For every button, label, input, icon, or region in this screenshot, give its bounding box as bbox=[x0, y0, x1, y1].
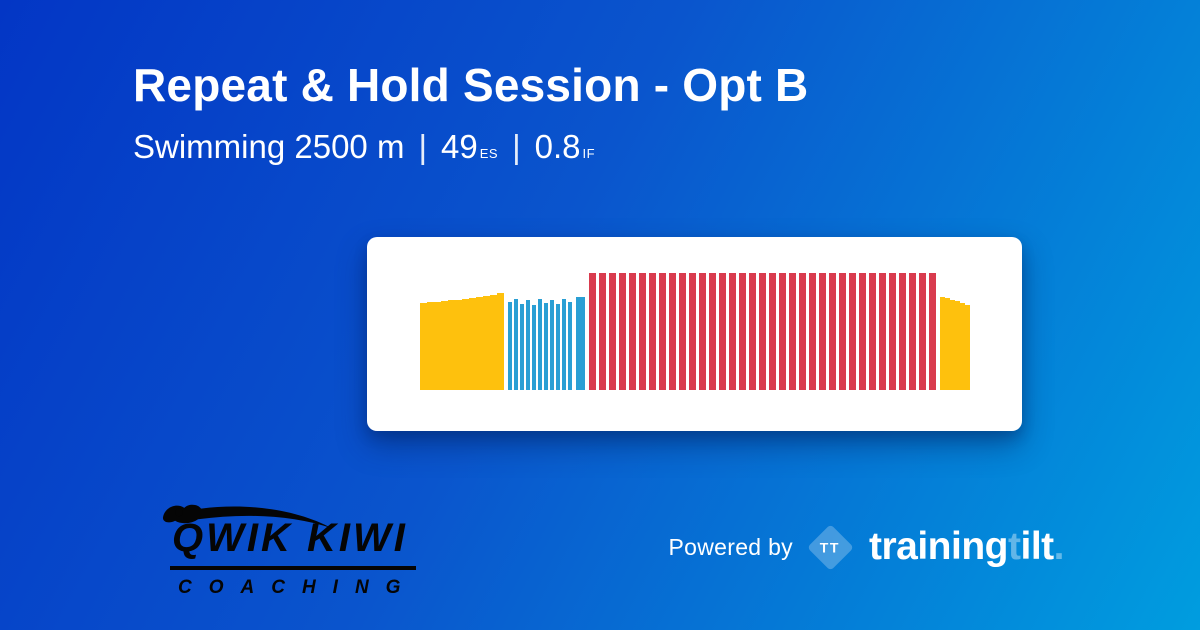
interval-bar bbox=[555, 304, 560, 390]
interval-bar bbox=[838, 273, 846, 390]
interval-bar bbox=[798, 273, 806, 390]
interval-bar bbox=[728, 273, 736, 390]
wordmark-part: training bbox=[868, 525, 1009, 568]
wordmark-part: ilt bbox=[1020, 525, 1054, 568]
interval-bar bbox=[858, 273, 866, 390]
chart-segment-warm-up bbox=[419, 293, 504, 390]
interval-bar bbox=[549, 300, 554, 390]
kiwi-swoosh-icon bbox=[162, 504, 333, 529]
interval-bar bbox=[928, 273, 936, 390]
interval-bar bbox=[658, 273, 666, 390]
interval-bar bbox=[964, 305, 970, 390]
interval-bar bbox=[575, 297, 585, 390]
interval-bar bbox=[708, 273, 716, 390]
effort-score-unit: ES bbox=[479, 146, 499, 161]
wordmark-part: . bbox=[1053, 525, 1065, 568]
chart-segment-main-set bbox=[588, 273, 936, 390]
effort-score-value: 49 bbox=[441, 128, 478, 165]
powered-by: Powered by TT trainingtilt. bbox=[668, 523, 1065, 571]
interval-bar bbox=[768, 273, 776, 390]
coach-logo: QWIK KIWI COACHING bbox=[162, 504, 418, 599]
intensity-factor-unit: IF bbox=[582, 146, 596, 161]
interval-bar bbox=[426, 302, 434, 390]
interval-bar bbox=[918, 273, 926, 390]
interval-bar bbox=[496, 293, 504, 390]
interval-bar bbox=[567, 302, 572, 390]
interval-bar bbox=[848, 273, 856, 390]
interval-bar bbox=[959, 303, 965, 390]
interval-bar bbox=[618, 273, 626, 390]
interval-bar bbox=[531, 305, 536, 390]
interval-bar bbox=[598, 273, 606, 390]
coach-brand-name: QWIK KIWI bbox=[170, 516, 416, 570]
interval-bar bbox=[475, 297, 483, 390]
interval-bar bbox=[543, 303, 548, 390]
intensity-factor-value: 0.8 bbox=[534, 128, 581, 165]
interval-bar bbox=[888, 273, 896, 390]
interval-bar bbox=[519, 304, 524, 390]
subtitle-separator: | bbox=[512, 128, 521, 165]
tt-monogram: TT bbox=[820, 538, 842, 555]
interval-bar bbox=[482, 296, 490, 390]
interval-bar bbox=[778, 273, 786, 390]
interval-bar bbox=[447, 300, 455, 390]
header: Repeat & Hold Session - Opt B Swimming 2… bbox=[133, 58, 808, 166]
interval-bar bbox=[939, 297, 945, 390]
interval-bar bbox=[868, 273, 876, 390]
interval-bar bbox=[507, 302, 512, 390]
powered-by-label: Powered by bbox=[668, 533, 793, 560]
interval-bar bbox=[748, 273, 756, 390]
interval-bar bbox=[638, 273, 646, 390]
interval-bar bbox=[718, 273, 726, 390]
interval-bar bbox=[433, 302, 441, 390]
interval-bar bbox=[898, 273, 906, 390]
interval-bar bbox=[668, 273, 676, 390]
workout-chart-card bbox=[367, 237, 1022, 431]
trainingtilt-diamond-icon: TT bbox=[807, 523, 855, 571]
interval-bar bbox=[588, 273, 596, 390]
interval-bar bbox=[440, 301, 448, 390]
interval-bar bbox=[954, 301, 960, 390]
interval-bar bbox=[419, 303, 427, 390]
interval-bar bbox=[489, 295, 497, 390]
interval-bar bbox=[513, 299, 518, 390]
trainingtilt-wordmark: trainingtilt. bbox=[868, 525, 1065, 569]
interval-bar bbox=[878, 273, 886, 390]
interval-bar bbox=[788, 273, 796, 390]
interval-bar bbox=[561, 299, 566, 390]
coach-brand-subtitle: COACHING bbox=[178, 577, 418, 598]
chart-segment-drill-set-finish bbox=[575, 297, 585, 390]
interval-bar bbox=[648, 273, 656, 390]
session-title: Repeat & Hold Session - Opt B bbox=[133, 59, 809, 111]
chart-segment-cool-down bbox=[939, 297, 970, 390]
interval-bar bbox=[818, 273, 826, 390]
interval-bar bbox=[525, 300, 530, 390]
interval-bar bbox=[688, 273, 696, 390]
interval-bar bbox=[537, 299, 542, 390]
subtitle-separator: | bbox=[418, 128, 428, 165]
interval-bar bbox=[698, 273, 706, 390]
interval-bar bbox=[949, 300, 955, 390]
interval-bar bbox=[758, 273, 766, 390]
interval-bar bbox=[828, 273, 836, 390]
workout-bar-chart bbox=[419, 270, 970, 390]
interval-bar bbox=[468, 298, 476, 390]
diamond-shape: TT bbox=[807, 523, 855, 571]
interval-bar bbox=[678, 273, 686, 390]
session-summary: Swimming 2500 m | 49 ES | 0.8 IF bbox=[133, 128, 808, 166]
interval-bar bbox=[461, 299, 469, 390]
interval-bar bbox=[808, 273, 816, 390]
interval-bar bbox=[454, 300, 462, 390]
interval-bar bbox=[628, 273, 636, 390]
wordmark-part: t bbox=[1007, 525, 1021, 568]
interval-bar bbox=[608, 273, 616, 390]
interval-bar bbox=[944, 298, 950, 390]
interval-bar bbox=[908, 273, 916, 390]
interval-bar bbox=[738, 273, 746, 390]
activity-distance: Swimming 2500 m bbox=[133, 128, 405, 165]
chart-segment-drill-set bbox=[507, 299, 572, 390]
